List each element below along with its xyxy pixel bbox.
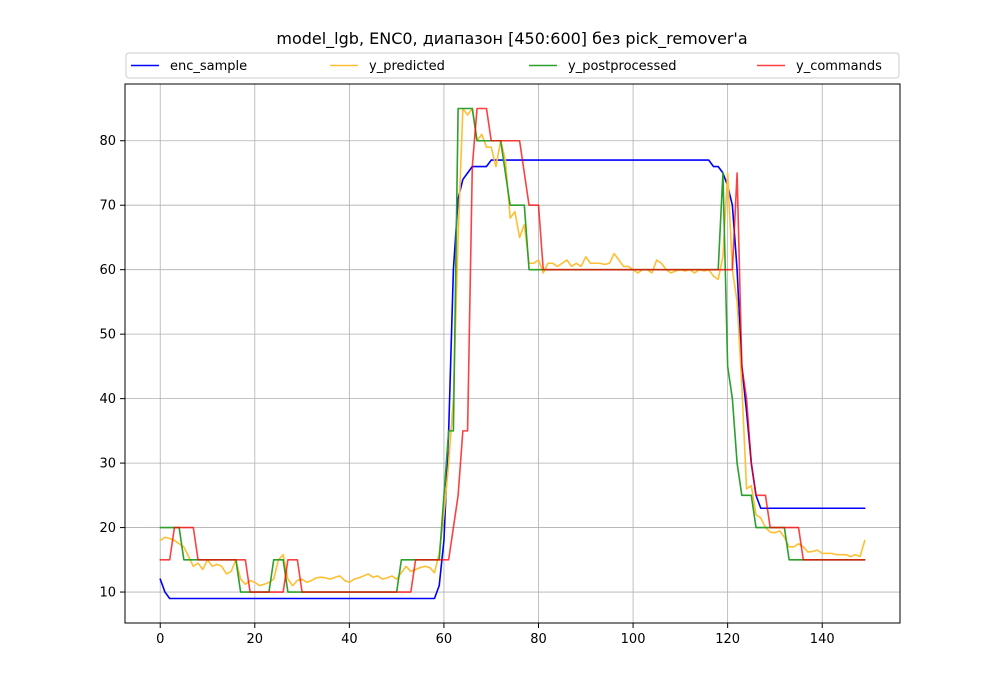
series-line-y-commands: [159, 107, 866, 593]
y-tick-label: 20: [99, 521, 116, 536]
legend: enc_sample y_predicted y_postprocessed y_co…: [125, 52, 900, 79]
y-tick-label: 40: [99, 392, 116, 407]
y-tick-label: 50: [99, 328, 116, 343]
y-axis-ticks: 10 20 30 40 50 60 70 80: [99, 134, 125, 601]
legend-box: [125, 52, 900, 79]
y-tick-label: 80: [99, 134, 116, 149]
x-tick-label: 80: [530, 632, 547, 647]
y-tick-label: 60: [99, 263, 116, 278]
y-tick-label: 30: [99, 457, 116, 472]
x-tick-label: 20: [247, 632, 264, 647]
x-tick-label: 0: [156, 632, 164, 647]
x-tick-label: 120: [715, 632, 740, 647]
y-tick-label: 70: [99, 199, 116, 214]
legend-label: y_postprocessed: [568, 59, 676, 74]
legend-label: y_predicted: [369, 59, 445, 74]
grid-lines: [125, 84, 900, 623]
series-lines: [159, 107, 866, 600]
x-tick-label: 100: [621, 632, 646, 647]
x-tick-label: 40: [341, 632, 358, 647]
x-tick-label: 60: [436, 632, 453, 647]
plot-area-frame: [124, 83, 901, 624]
legend-label: y_commands: [796, 59, 882, 74]
series-line-y-predicted: [159, 107, 866, 587]
legend-label: enc_sample: [170, 59, 247, 74]
chart-title: model_lgb, ENC0, диапазон [450:600] без …: [276, 29, 747, 49]
x-axis-ticks: 0 20 40 60 80 100 120 140: [156, 623, 835, 647]
series-line-enc-sample: [159, 159, 866, 600]
y-tick-label: 10: [99, 586, 116, 601]
x-tick-label: 140: [810, 632, 835, 647]
